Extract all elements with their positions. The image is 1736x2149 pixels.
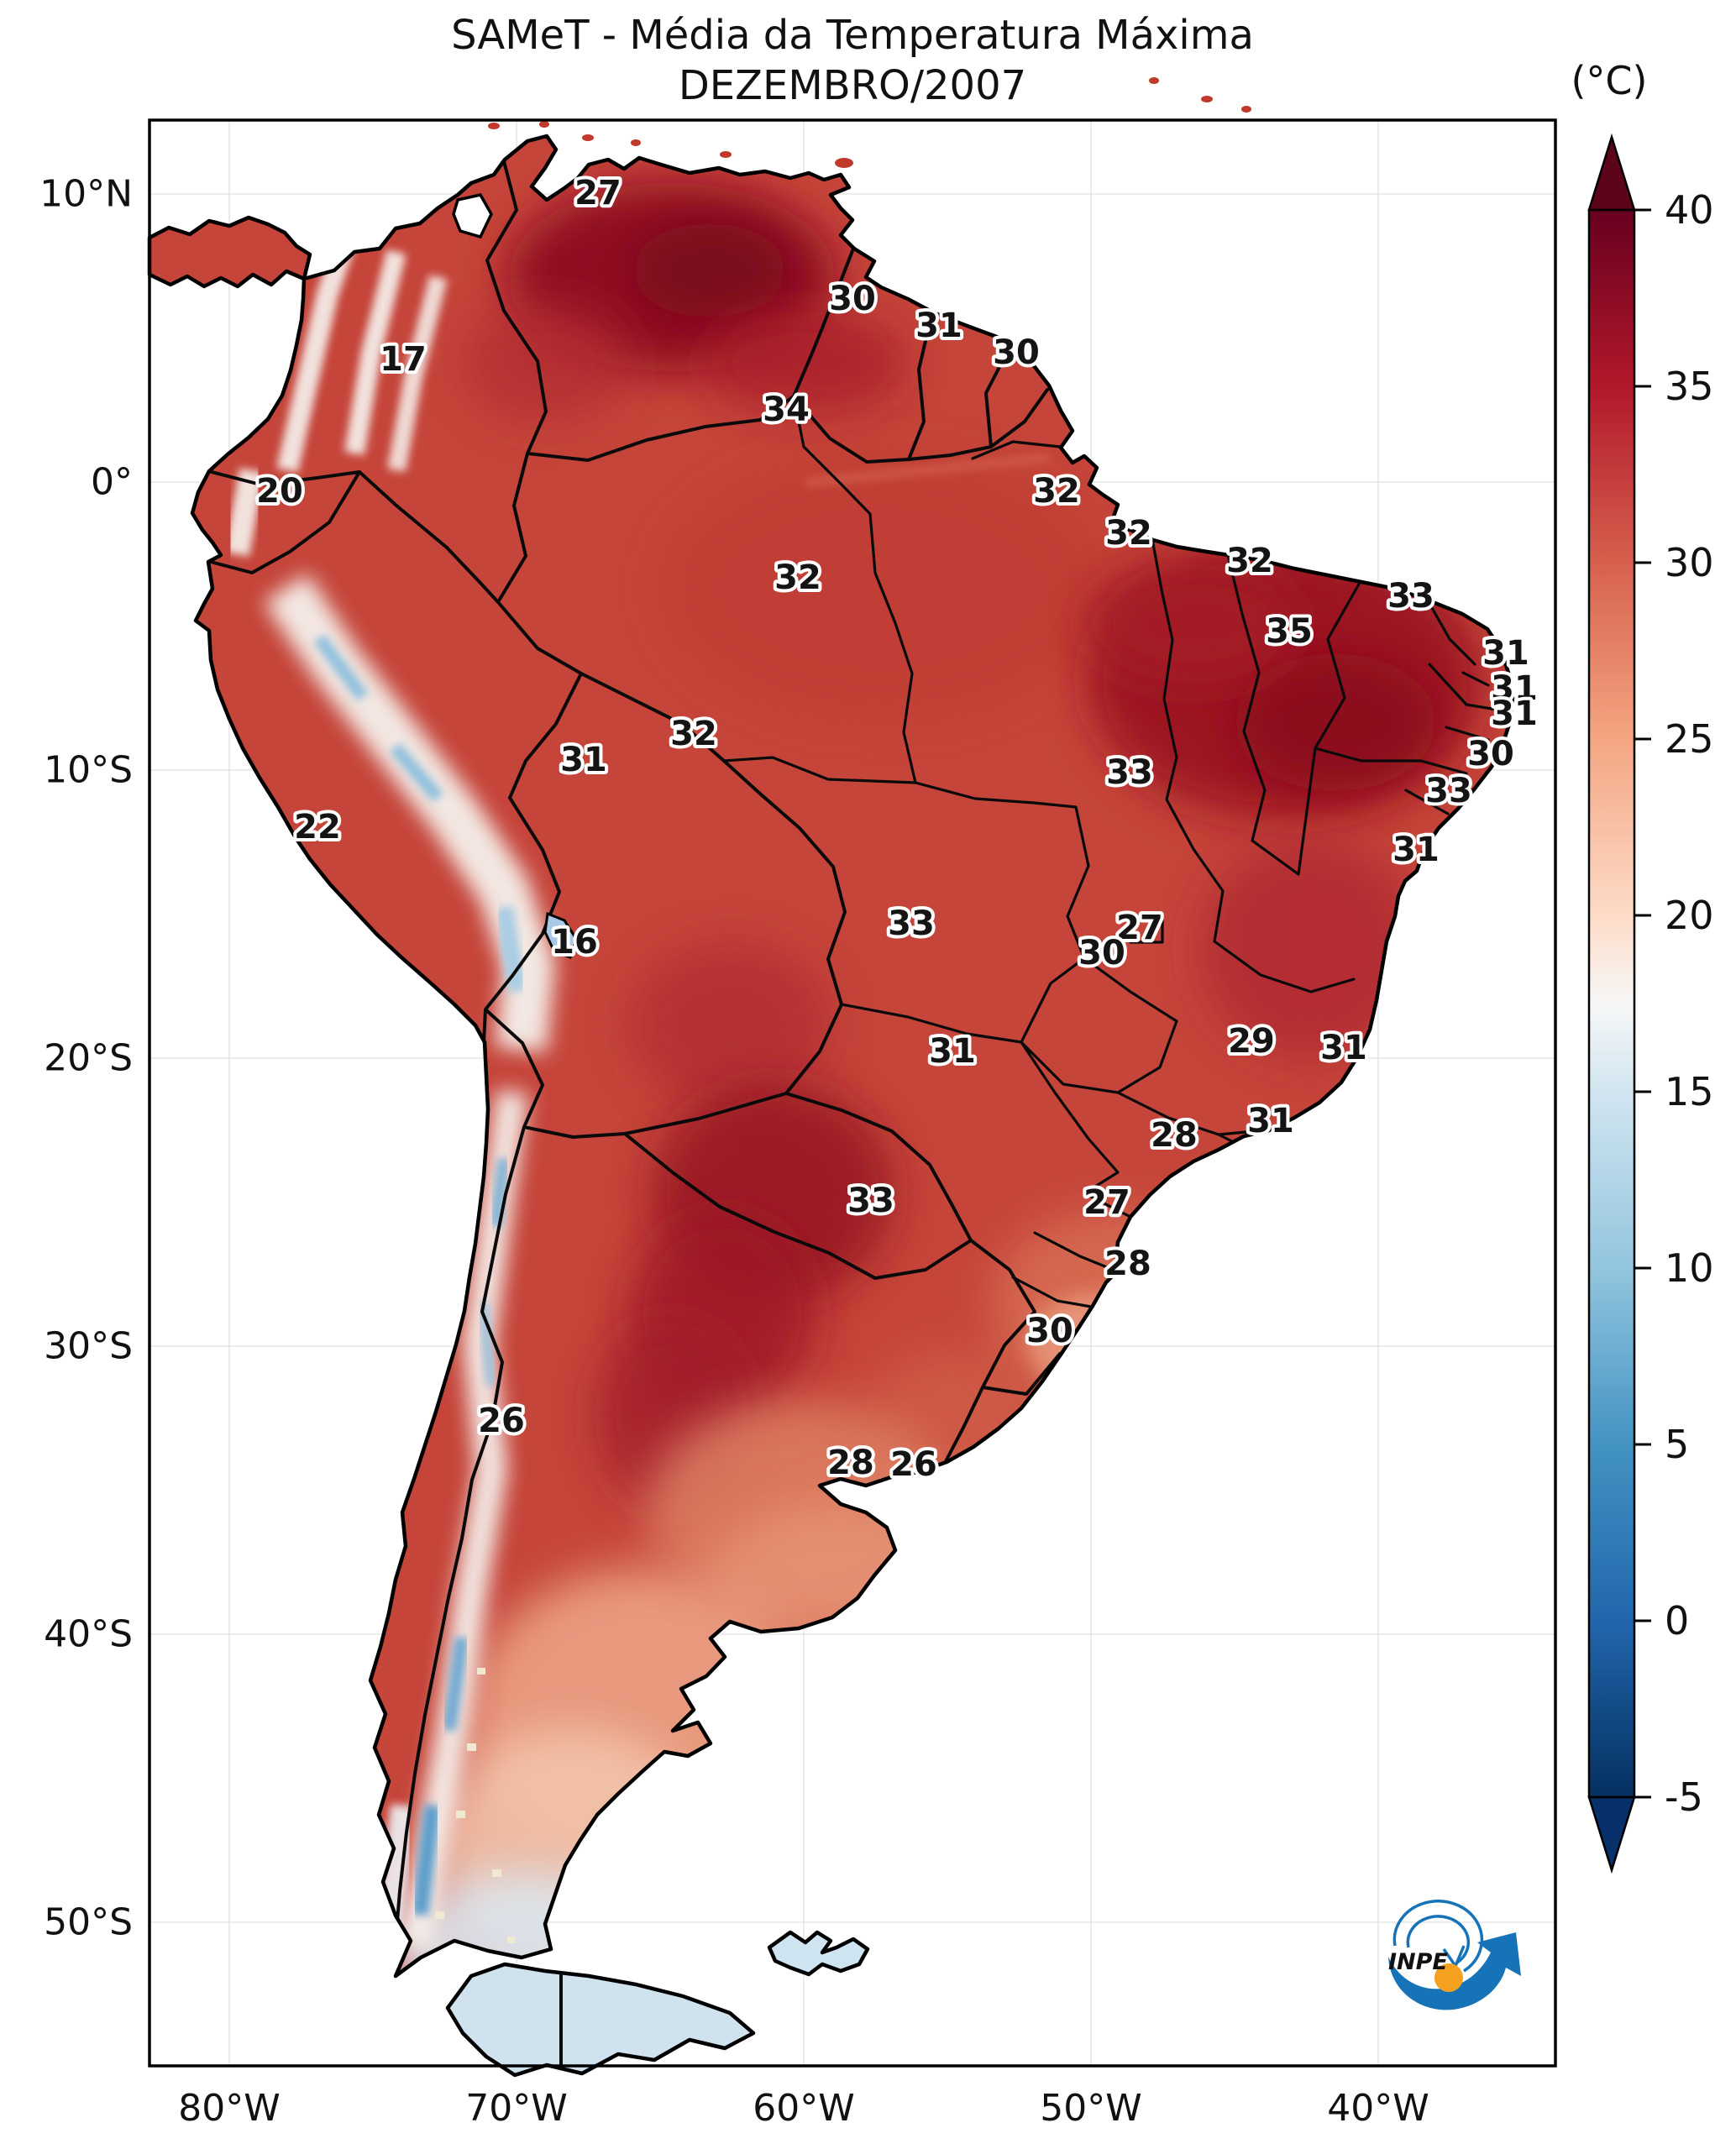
temperature-label: 33	[1425, 772, 1472, 810]
colorbar-tick-label: 20	[1665, 893, 1714, 938]
lat-tick-label: 40°S	[44, 1613, 133, 1656]
colorbar-unit-label: (°C)	[1571, 58, 1647, 103]
colorbar: (°C) 40 35 30 25 20 15 10 5 0 -5	[1571, 58, 1714, 1874]
temperature-field	[147, 77, 1515, 2078]
temperature-label: 31	[1491, 669, 1538, 708]
inpe-logo-text: INPE	[1388, 1949, 1448, 1975]
temperature-label: 32	[1033, 472, 1080, 511]
south-america-coastline	[190, 134, 1515, 1979]
temperature-label: 33	[1106, 753, 1153, 792]
colorbar-ticks: 40 35 30 25 20 15 10 5 0 -5	[1634, 187, 1714, 1820]
lat-tick-label: 50°S	[44, 1901, 133, 1944]
temperature-label: 33	[1387, 577, 1434, 616]
colorbar-tick-label: -5	[1665, 1774, 1703, 1820]
temperature-label: 17	[380, 340, 427, 379]
temperature-label: 31	[1392, 831, 1440, 869]
lat-tick-label: 30°S	[44, 1325, 133, 1368]
inpe-logo: INPE	[1388, 1900, 1521, 2010]
colorbar-tick-label: 40	[1665, 187, 1714, 233]
lat-tick-label: 0°	[91, 461, 133, 504]
colorbar-tick-label: 0	[1665, 1598, 1689, 1643]
title-line-2: DEZEMBRO/2007	[679, 62, 1026, 109]
temperature-label: 30	[1026, 1312, 1073, 1350]
lat-tick-label: 10°N	[39, 173, 133, 216]
lon-tick-label: 70°W	[465, 2087, 568, 2130]
temperature-label: 31	[1320, 1029, 1367, 1067]
temperature-label: 34	[763, 390, 810, 429]
temperature-label: 33	[888, 904, 935, 943]
temperature-label: 31	[1482, 634, 1529, 673]
temperature-label: 30	[829, 280, 876, 318]
temperature-label: 30	[993, 333, 1040, 372]
temperature-label: 16	[551, 923, 598, 962]
temperature-value-labels: 2717203031303432323232333531313130333133…	[253, 170, 1541, 1487]
lake-maracaibo	[452, 193, 493, 239]
temperature-label: 32	[1226, 542, 1273, 580]
lat-tick-label: 20°S	[44, 1037, 133, 1080]
temperature-label: 30	[1467, 735, 1514, 773]
lon-tick-label: 60°W	[753, 2087, 855, 2130]
temperature-label: 30	[1078, 934, 1125, 972]
falkland-islands	[767, 1930, 870, 1977]
lon-tick-label: 80°W	[178, 2087, 281, 2130]
temperature-label: 31	[915, 307, 962, 345]
colorbar-tick-label: 30	[1665, 540, 1714, 585]
temperature-label: 26	[478, 1402, 525, 1440]
colorbar-under-arrow	[1587, 1795, 1636, 1874]
inpe-logo-swoosh	[1388, 1932, 1521, 2010]
colorbar-over-arrow	[1587, 133, 1636, 212]
temperature-label: 28	[1151, 1116, 1198, 1155]
temperature-label: 32	[774, 558, 821, 597]
temperature-label: 27	[1083, 1183, 1130, 1222]
colorbar-tick-label: 35	[1665, 364, 1714, 409]
temperature-label: 32	[670, 715, 717, 753]
inpe-logo-orbit-inner	[1406, 1915, 1470, 1964]
temperature-label: 31	[1247, 1102, 1294, 1140]
tierra-del-fuego-island	[445, 1962, 756, 2078]
lon-tick-label: 40°W	[1327, 2087, 1429, 2130]
temperature-label: 31	[560, 741, 607, 779]
lake-titicaca	[543, 911, 578, 959]
temperature-label: 20	[256, 472, 303, 511]
temperature-label: 28	[1104, 1245, 1151, 1283]
lat-tick-label: 10°S	[44, 749, 133, 792]
colorbar-tick-label: 15	[1665, 1069, 1714, 1114]
temperature-label: 27	[574, 174, 621, 212]
temperature-label: 26	[890, 1445, 937, 1484]
plot-frame	[148, 118, 1557, 2068]
temperature-label: 29	[1228, 1022, 1275, 1061]
temperature-label: 31	[929, 1032, 976, 1071]
temperature-label: 32	[1105, 514, 1152, 553]
longitude-axis-labels: 80°W 70°W 60°W 50°W 40°W	[178, 2087, 1429, 2130]
colorbar-tick-label: 10	[1665, 1245, 1714, 1291]
colorbar-tick-label: 25	[1665, 716, 1714, 762]
temperature-label: 28	[827, 1444, 874, 1482]
title-line-1: SAMeT - Média da Temperatura Máxima	[451, 12, 1254, 59]
temperature-label: 31	[1491, 694, 1538, 733]
colorbar-tick-label: 5	[1665, 1422, 1689, 1467]
colorbar-bar	[1589, 210, 1634, 1797]
small-islands	[488, 77, 1251, 168]
panama-coastline	[147, 215, 312, 289]
inpe-logo-orange-ball	[1434, 1963, 1463, 1992]
temperature-label: 22	[294, 808, 341, 846]
lon-tick-label: 50°W	[1040, 2087, 1142, 2130]
temperature-label: 35	[1266, 612, 1313, 651]
temperature-label: 27	[1116, 909, 1163, 947]
inpe-logo-orbit-outer	[1392, 1900, 1484, 1973]
temperature-label: 33	[847, 1182, 894, 1220]
latitude-axis-labels: 10°N 0° 10°S 20°S 30°S 40°S 50°S	[39, 173, 133, 1944]
